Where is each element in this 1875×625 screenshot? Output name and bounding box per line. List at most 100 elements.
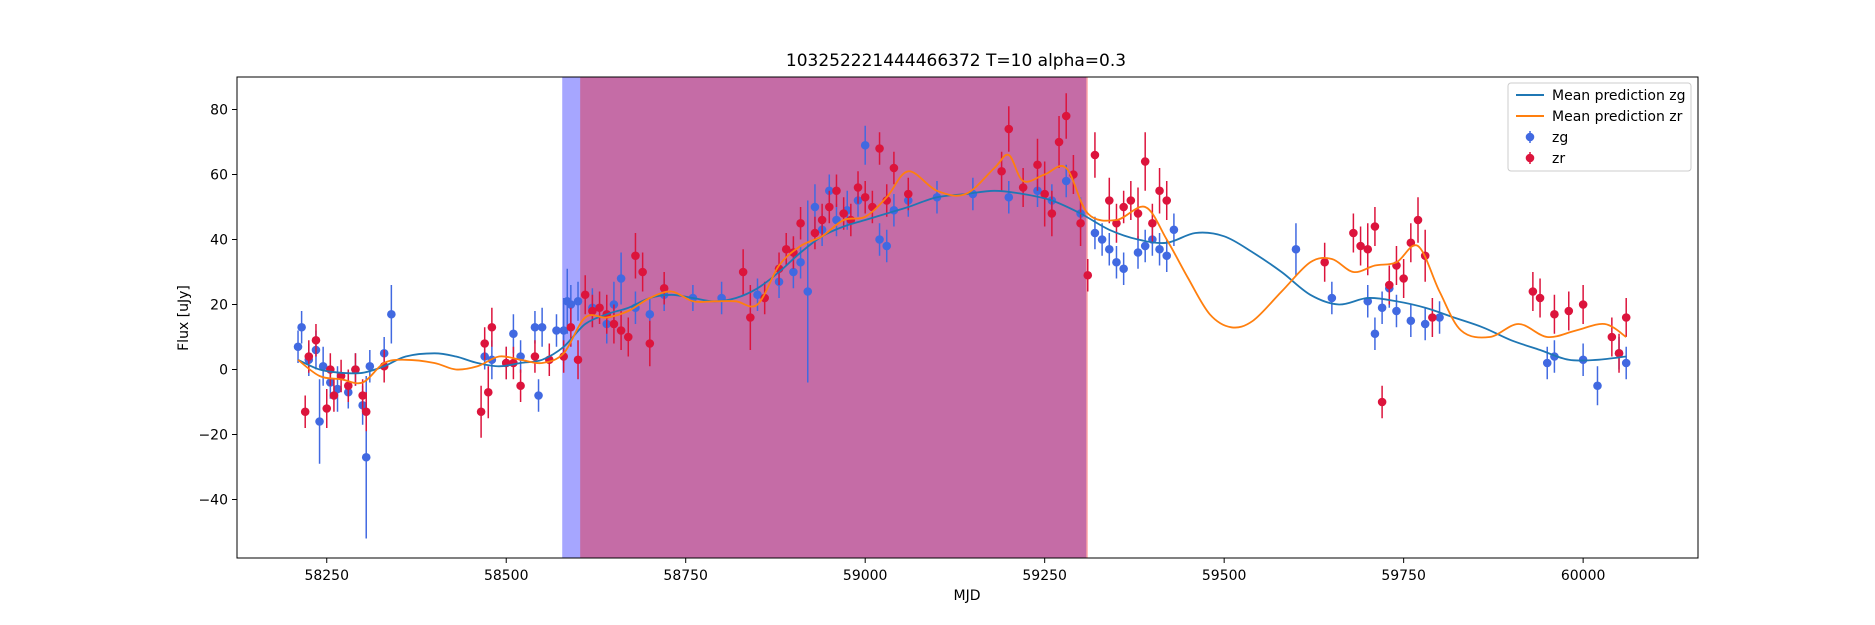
data-point-zg xyxy=(534,391,543,400)
x-tick-label: 59750 xyxy=(1381,568,1426,584)
data-point-zr xyxy=(1054,137,1064,147)
x-axis-label: MJD xyxy=(954,588,981,604)
data-point-zr xyxy=(1126,196,1136,205)
data-point-zr xyxy=(516,381,525,391)
data-point-zr xyxy=(1550,309,1559,319)
data-point-zr xyxy=(860,192,870,202)
data-point-zr xyxy=(1140,157,1150,166)
y-tick-label: −40 xyxy=(198,493,228,509)
data-point-zr xyxy=(1535,293,1545,303)
data-point-zr xyxy=(573,355,583,365)
data-point-zr xyxy=(1564,306,1574,316)
data-point-zr xyxy=(1083,270,1093,280)
data-point-zg xyxy=(1155,244,1164,254)
data-point-zg xyxy=(645,309,655,319)
data-point-zg xyxy=(509,329,518,339)
data-point-zr xyxy=(483,387,493,397)
data-point-zg xyxy=(530,322,540,332)
data-point-zr xyxy=(853,183,863,192)
legend-marker-swatch xyxy=(1525,153,1535,163)
data-point-zr xyxy=(1047,209,1057,218)
data-point-zr xyxy=(1399,274,1408,283)
x-tick-label: 59500 xyxy=(1202,568,1247,584)
data-point-zr xyxy=(1363,244,1373,254)
data-point-zg xyxy=(803,287,813,296)
data-point-zg xyxy=(1542,358,1552,368)
y-tick-label: 80 xyxy=(210,103,228,119)
data-point-zr xyxy=(659,283,669,293)
data-point-zr xyxy=(476,407,486,417)
legend-marker-swatch xyxy=(1525,132,1535,142)
data-point-zg xyxy=(1104,244,1114,254)
shaded-region-zr xyxy=(580,77,1088,558)
data-point-zr xyxy=(1148,218,1157,228)
x-tick-label: 58250 xyxy=(304,568,349,584)
data-point-zr xyxy=(1076,218,1085,228)
data-point-zr xyxy=(781,244,791,254)
data-point-zg xyxy=(552,326,561,335)
data-point-zg xyxy=(1621,358,1631,368)
legend-entry-mean-prediction-zg: Mean prediction zg xyxy=(1516,88,1686,104)
data-point-zr xyxy=(343,381,353,391)
legend-entry-zg: zg xyxy=(1525,130,1568,146)
data-point-zg xyxy=(1004,192,1014,202)
data-point-zr xyxy=(997,166,1006,176)
chart-title: 103252221444466372 T=10 alpha=0.3 xyxy=(786,51,1126,71)
data-point-zr xyxy=(1018,183,1028,192)
data-point-zg xyxy=(1097,235,1107,244)
data-point-zr xyxy=(358,391,367,400)
y-tick-label: 20 xyxy=(210,298,228,314)
data-point-zr xyxy=(1133,209,1143,218)
data-point-zg xyxy=(573,296,583,306)
legend-entry-mean-prediction-zr: Mean prediction zr xyxy=(1516,109,1683,125)
data-point-zg xyxy=(1090,228,1100,238)
legend-label: zg xyxy=(1552,130,1568,146)
data-point-zg xyxy=(1420,319,1430,329)
line-mean-prediction-zr xyxy=(297,153,1627,385)
y-tick-label: 0 xyxy=(219,363,228,379)
y-axis-label: Flux [uJy] xyxy=(176,285,192,351)
data-point-zg xyxy=(796,257,805,267)
x-tick-label: 60000 xyxy=(1561,568,1606,584)
data-point-zr xyxy=(530,352,540,361)
legend-label: Mean prediction zr xyxy=(1552,109,1683,125)
data-point-zg xyxy=(387,309,396,319)
x-tick-label: 59000 xyxy=(843,568,888,584)
data-point-zr xyxy=(1061,111,1071,121)
data-point-zr xyxy=(1621,313,1631,322)
data-point-zg xyxy=(559,326,568,335)
data-point-zr xyxy=(609,319,619,329)
data-point-zr xyxy=(300,407,310,417)
data-point-zg xyxy=(365,361,375,371)
data-point-zg xyxy=(789,267,798,277)
data-point-zr xyxy=(487,322,497,332)
data-point-zr xyxy=(1377,397,1387,407)
data-point-zg xyxy=(297,322,306,332)
data-point-zr xyxy=(631,251,640,261)
data-point-zr xyxy=(1104,196,1114,205)
plot-layer xyxy=(293,77,1631,558)
y-tick-label: 60 xyxy=(210,168,228,184)
data-point-zr xyxy=(832,186,841,196)
data-point-zg xyxy=(616,274,626,283)
data-point-zr xyxy=(1349,228,1358,238)
data-point-zr xyxy=(1607,332,1617,342)
data-point-zg xyxy=(810,202,820,212)
data-point-zr xyxy=(1155,186,1164,196)
data-point-zr xyxy=(1356,241,1365,251)
data-point-zr xyxy=(1320,257,1329,267)
data-point-zr xyxy=(1040,189,1049,199)
data-point-zg xyxy=(1377,303,1387,313)
data-point-zg xyxy=(537,322,547,332)
data-point-zg xyxy=(318,361,328,371)
y-axis: −40 −20 0 20 40 60 80 xyxy=(198,103,237,509)
data-point-zg xyxy=(1119,264,1128,274)
data-point-zg xyxy=(333,384,342,394)
data-point-zr xyxy=(638,267,647,277)
data-point-zr xyxy=(1090,150,1100,160)
legend-label: Mean prediction zg xyxy=(1552,88,1686,104)
data-point-zg xyxy=(882,241,892,251)
data-point-zr xyxy=(566,322,576,332)
data-point-zg xyxy=(1140,241,1150,251)
